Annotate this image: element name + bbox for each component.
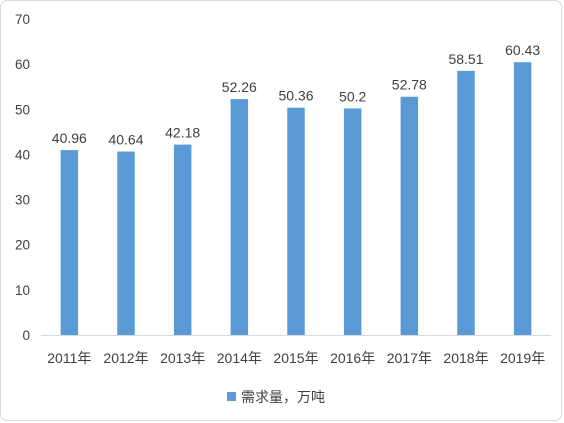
data-label: 50.2 (339, 88, 366, 104)
data-label: 40.64 (108, 132, 143, 148)
y-axis-ticks: 0 10 20 30 40 50 60 70 (15, 12, 30, 343)
data-labels: 40.96 40.64 42.18 52.26 50.36 50.2 52.78 58.51 6… (52, 42, 541, 147)
bar (287, 107, 305, 335)
y-tick-label: 60 (15, 57, 30, 72)
legend-swatch (227, 392, 236, 401)
bar (60, 150, 79, 335)
category-labels: 2011年 2012年 2013年 2014年 2015年 2016年 2017年 2018年… (47, 350, 545, 366)
data-label: 40.96 (52, 130, 87, 146)
bar (230, 99, 249, 335)
bar (513, 62, 532, 335)
data-label: 52.78 (392, 77, 427, 93)
x-category-label: 2016年 (330, 350, 375, 366)
x-category-label: 2019年 (500, 350, 545, 366)
data-label: 60.43 (505, 42, 540, 58)
x-category-label: 2012年 (103, 350, 148, 366)
x-category-label: 2017年 (387, 350, 432, 366)
y-tick-label: 40 (15, 147, 30, 162)
bars (60, 62, 532, 336)
legend: 需求量，万吨 (227, 389, 325, 405)
y-tick-label: 70 (15, 12, 30, 27)
data-label: 42.18 (165, 125, 200, 141)
y-tick-label: 50 (15, 102, 30, 117)
x-category-label: 2014年 (217, 350, 262, 366)
legend-label: 需求量，万吨 (241, 389, 325, 405)
y-tick-label: 20 (15, 238, 30, 253)
bar (400, 96, 419, 336)
data-label: 58.51 (448, 51, 483, 67)
bar (457, 70, 475, 335)
y-tick-label: 0 (22, 328, 30, 343)
data-label: 50.36 (278, 88, 313, 104)
bar (343, 108, 362, 335)
x-category-label: 2013年 (160, 350, 205, 366)
bar (117, 151, 135, 335)
x-category-label: 2015年 (273, 350, 318, 366)
x-category-label: 2011年 (47, 350, 91, 366)
y-tick-label: 10 (15, 283, 30, 298)
y-tick-label: 30 (15, 193, 30, 208)
bar (173, 144, 192, 335)
x-category-label: 2018年 (443, 350, 488, 366)
data-label: 52.26 (222, 79, 257, 95)
